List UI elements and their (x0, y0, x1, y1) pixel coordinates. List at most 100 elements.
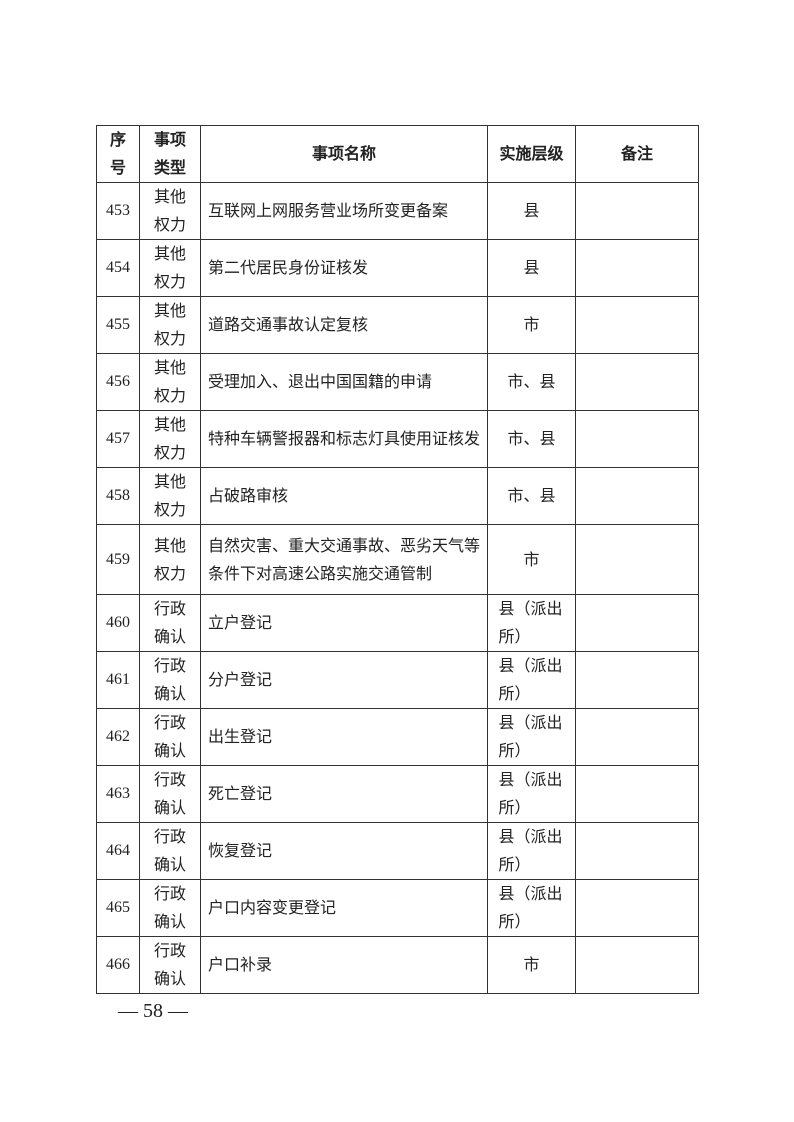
cell-seq: 462 (96, 708, 140, 766)
header-seq: 序号 (96, 125, 140, 183)
cell-name: 受理加入、退出中国国籍的申请 (200, 353, 488, 411)
cell-type: 其他权力 (139, 524, 201, 595)
cell-level: 县（派出所） (487, 708, 576, 766)
cell-notes (575, 879, 699, 937)
cell-seq: 458 (96, 467, 140, 525)
cell-notes (575, 524, 699, 595)
cell-level: 市 (487, 296, 576, 354)
cell-type: 行政确认 (139, 879, 201, 937)
cell-level-text: 县（派出所） (498, 713, 563, 760)
header-name: 事项名称 (200, 125, 488, 183)
cell-level: 县 (487, 182, 576, 240)
cell-name: 户口内容变更登记 (200, 879, 488, 937)
cell-notes (575, 182, 699, 240)
cell-type: 其他权力 (139, 239, 201, 297)
cell-level: 县（派出所） (487, 765, 576, 823)
cell-notes (575, 239, 699, 297)
header-type-label: 事项类型 (153, 130, 186, 177)
table-header-row: 序号 事项类型 事项名称 实施层级 备注 (96, 125, 699, 183)
cell-name: 道路交通事故认定复核 (200, 296, 488, 354)
cell-notes (575, 594, 699, 652)
cell-notes (575, 708, 699, 766)
cell-type-text: 其他权力 (153, 244, 186, 291)
cell-notes (575, 936, 699, 994)
cell-level-text: 市 (523, 315, 540, 334)
cell-type-text: 行政确认 (153, 713, 186, 760)
cell-notes (575, 765, 699, 823)
cell-level-text: 市、县 (507, 372, 556, 391)
cell-notes (575, 353, 699, 411)
cell-level-text: 县（派出所） (498, 884, 563, 931)
cell-seq: 454 (96, 239, 140, 297)
cell-level: 市、县 (487, 410, 576, 468)
cell-level-text: 县（派出所） (498, 827, 563, 874)
table-row: 458 其他权力 占破路审核 市、县 (96, 467, 699, 525)
cell-type-text: 行政确认 (153, 656, 186, 703)
cell-name: 特种车辆警报器和标志灯具使用证核发 (200, 410, 488, 468)
cell-notes (575, 467, 699, 525)
cell-name: 出生登记 (200, 708, 488, 766)
cell-notes (575, 651, 699, 709)
cell-type: 行政确认 (139, 822, 201, 880)
cell-seq: 463 (96, 765, 140, 823)
cell-level-text: 县 (523, 258, 540, 277)
cell-type-text: 行政确认 (153, 884, 186, 931)
cell-type-text: 其他权力 (153, 535, 186, 583)
table-row: 464 行政确认 恢复登记 县（派出所） (96, 822, 699, 880)
cell-seq: 464 (96, 822, 140, 880)
cell-type: 行政确认 (139, 594, 201, 652)
cell-type: 其他权力 (139, 182, 201, 240)
cell-type: 其他权力 (139, 353, 201, 411)
cell-notes (575, 296, 699, 354)
cell-level-text: 县 (523, 201, 540, 220)
cell-seq: 461 (96, 651, 140, 709)
cell-type: 其他权力 (139, 410, 201, 468)
cell-type-text: 其他权力 (153, 187, 186, 234)
cell-type-text: 其他权力 (153, 472, 186, 519)
cell-type-text: 行政确认 (153, 599, 186, 646)
cell-type-text: 行政确认 (153, 827, 186, 874)
cell-type: 行政确认 (139, 651, 201, 709)
cell-level: 县（派出所） (487, 879, 576, 937)
header-type: 事项类型 (139, 125, 201, 183)
table-row: 459 其他权力 自然灾害、重大交通事故、恶劣天气等条件下对高速公路实施交通管制 市 (96, 524, 699, 595)
page-number: — 58 — (118, 1000, 188, 1022)
cell-type: 行政确认 (139, 936, 201, 994)
cell-seq: 455 (96, 296, 140, 354)
cell-name: 第二代居民身份证核发 (200, 239, 488, 297)
cell-level: 市 (487, 936, 576, 994)
table-row: 463 行政确认 死亡登记 县（派出所） (96, 765, 699, 823)
cell-seq: 460 (96, 594, 140, 652)
cell-name: 立户登记 (200, 594, 488, 652)
cell-type: 其他权力 (139, 467, 201, 525)
cell-seq: 453 (96, 182, 140, 240)
cell-type: 行政确认 (139, 765, 201, 823)
cell-level: 县（派出所） (487, 822, 576, 880)
cell-name: 分户登记 (200, 651, 488, 709)
cell-name: 占破路审核 (200, 467, 488, 525)
cell-level: 市、县 (487, 467, 576, 525)
items-table: 序号 事项类型 事项名称 实施层级 备注 453 其他权力 互联网上网服务营业场所变… (96, 125, 699, 994)
cell-level-text: 市 (523, 549, 540, 569)
cell-seq: 466 (96, 936, 140, 994)
header-level: 实施层级 (487, 125, 576, 183)
cell-level-text: 县（派出所） (498, 599, 563, 646)
table-row: 465 行政确认 户口内容变更登记 县（派出所） (96, 879, 699, 937)
table-row: 462 行政确认 出生登记 县（派出所） (96, 708, 699, 766)
table-row: 455 其他权力 道路交通事故认定复核 市 (96, 296, 699, 354)
cell-name: 恢复登记 (200, 822, 488, 880)
cell-name: 死亡登记 (200, 765, 488, 823)
cell-level-text: 县（派出所） (498, 656, 563, 703)
cell-level: 县（派出所） (487, 651, 576, 709)
table-row: 457 其他权力 特种车辆警报器和标志灯具使用证核发 市、县 (96, 410, 699, 468)
table-row: 456 其他权力 受理加入、退出中国国籍的申请 市、县 (96, 353, 699, 411)
cell-type-text: 其他权力 (153, 301, 186, 348)
cell-type: 其他权力 (139, 296, 201, 354)
cell-type-text: 行政确认 (153, 770, 186, 817)
header-notes: 备注 (575, 125, 699, 183)
table-row: 460 行政确认 立户登记 县（派出所） (96, 594, 699, 652)
cell-level: 市、县 (487, 353, 576, 411)
cell-name: 互联网上网服务营业场所变更备案 (200, 182, 488, 240)
cell-level: 县（派出所） (487, 594, 576, 652)
table-row: 461 行政确认 分户登记 县（派出所） (96, 651, 699, 709)
